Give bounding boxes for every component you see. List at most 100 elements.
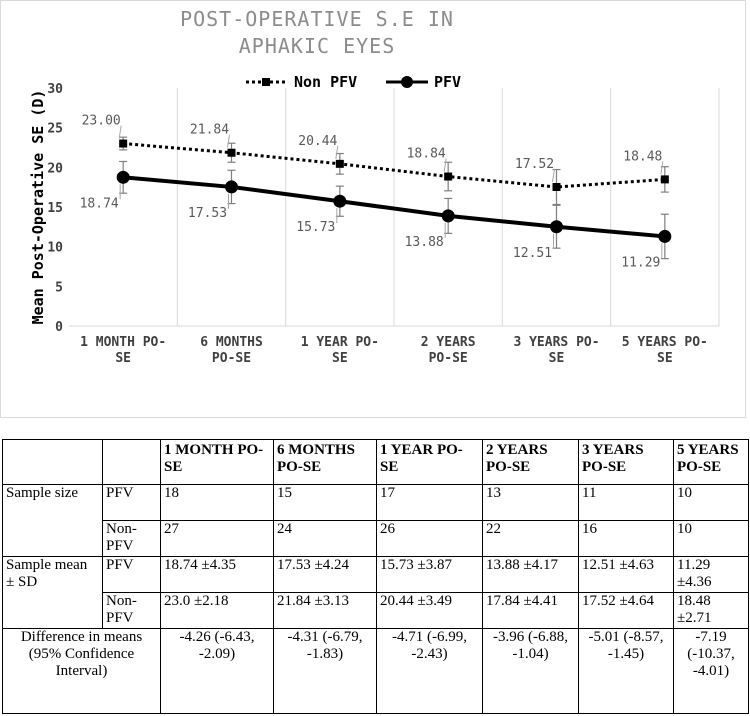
data-point-pfv <box>225 180 238 194</box>
series-line-pfv <box>122 175 666 239</box>
table-cell: 18.74 ±4.35 <box>160 556 274 593</box>
header-cell: 1 YEAR PO-SE <box>376 439 483 485</box>
table-header-row: 1 MONTH PO-SE 6 MONTHS PO-SE 1 YEAR PO-S… <box>2 439 749 485</box>
y-tick-label: 25 <box>47 122 63 137</box>
sample-size-label: Sample size <box>2 484 103 557</box>
table-cell: 10 <box>673 484 749 521</box>
chart-title-line: POST-OPERATIVE S.E IN <box>180 7 454 31</box>
table-cell: 15 <box>273 484 377 521</box>
chart-title-line: APHAKIC EYES <box>239 34 396 58</box>
group-label-pfv: PFV <box>102 484 161 521</box>
x-tick-label: PO-SE <box>429 351 468 366</box>
data-point-nonpfv <box>335 159 344 168</box>
data-label-nonpfv: 21.84 <box>190 123 229 138</box>
data-label-pfv: 18.74 <box>80 196 119 211</box>
table-row: Sample mean ± SD PFV 18.74 ±4.35 17.53 ±… <box>2 556 749 629</box>
table-cell: 12.51 ±4.63 <box>578 556 674 593</box>
table-cell: 20.44 ±3.49 <box>376 592 483 629</box>
chart-area: POST-OPERATIVE S.E IN APHAKIC EYES 0 5 10 15 2… <box>0 0 746 418</box>
series-line-nonpfv <box>123 142 665 189</box>
y-tick-label: 30 <box>47 82 63 97</box>
table-cell: 27 <box>160 520 274 557</box>
data-point-pfv <box>550 220 563 234</box>
x-tick-label: 1 YEAR PO- <box>301 335 379 350</box>
table-cell: -4.31 (-6.79, -1.83) <box>273 628 377 714</box>
y-tick-label: 0 <box>55 320 63 335</box>
data-label-nonpfv: 23.00 <box>82 114 121 129</box>
x-tick-label: SE <box>549 351 565 366</box>
label-leader <box>552 168 555 183</box>
table-cell: -4.26 (-6.43, -2.09) <box>160 628 274 714</box>
x-tick-label: 2 YEARS <box>421 335 476 350</box>
difference-label: Difference in means (95% Confidence Inte… <box>2 628 161 714</box>
table-cell: 17.84 ±4.41 <box>482 592 579 629</box>
table-cell: 15.73 ±3.87 <box>376 556 483 593</box>
data-point-nonpfv <box>552 183 561 192</box>
group-label-pfv: PFV <box>102 556 161 593</box>
data-label-nonpfv: 18.84 <box>407 147 446 162</box>
data-point-nonpfv <box>660 175 669 184</box>
data-point-nonpfv <box>444 172 453 181</box>
data-label-pfv: 17.53 <box>188 206 227 221</box>
label-leader <box>335 145 339 159</box>
group-label-nonpfv: Non-PFV <box>102 592 161 629</box>
data-point-pfv <box>333 194 347 208</box>
x-tick-label: 1 MONTH PO- <box>80 335 166 350</box>
sample-mean-label: Sample mean ± SD <box>2 556 103 629</box>
data-point-pfv <box>658 229 672 243</box>
label-leader <box>443 158 447 172</box>
table-cell: 13.88 ±4.17 <box>482 556 579 593</box>
data-label-pfv: 11.29 <box>621 255 660 270</box>
legend-label-nonpfv: Non PFV <box>294 73 357 91</box>
label-leader <box>227 134 230 148</box>
table-cell: 23.0 ±2.18 <box>160 592 274 629</box>
table-cell: 13 <box>482 484 579 521</box>
data-point-pfv <box>116 170 130 184</box>
data-label-nonpfv: 17.52 <box>515 157 554 172</box>
data-point-pfv <box>441 209 455 223</box>
legend-marker-nonpfv <box>262 78 270 86</box>
data-point-nonpfv <box>227 148 236 157</box>
table-cell: 17.53 ±4.24 <box>273 556 377 593</box>
table-cell: -4.71 (-6.99, -2.43) <box>376 628 483 714</box>
data-label-nonpfv: 20.44 <box>298 134 337 149</box>
table-cell: 10 <box>673 520 749 557</box>
table-cell: 22 <box>482 520 579 557</box>
y-tick-label: 15 <box>47 201 63 216</box>
header-cell: 5 YEARS PO-SE <box>673 439 749 485</box>
y-tick-label: 10 <box>47 241 63 256</box>
table-row: Difference in means (95% Confidence Inte… <box>2 628 749 714</box>
table-cell: -3.96 (-6.88, -1.04) <box>482 628 579 714</box>
x-tick-label: SE <box>332 351 348 366</box>
x-tick-label: PO-SE <box>212 351 251 366</box>
header-cell: 1 MONTH PO-SE <box>160 439 274 485</box>
data-label-pfv: 15.73 <box>296 220 335 235</box>
table-row: Sample size PFV 18 15 17 13 11 10 <box>2 484 749 557</box>
legend-marker-pfv <box>401 76 413 88</box>
header-cell <box>2 439 103 485</box>
header-cell: 3 YEARS PO-SE <box>578 439 674 485</box>
table-cell: -5.01 (-8.57, -1.45) <box>578 628 674 714</box>
header-cell: 2 YEARS PO-SE <box>482 439 579 485</box>
y-tick-label: 5 <box>55 280 63 295</box>
table-cell: 11 <box>578 484 674 521</box>
table-cell: 17 <box>376 484 483 521</box>
table-row: Non-PFV 27 24 26 22 16 10 <box>3 520 749 557</box>
data-point-nonpfv <box>119 139 128 148</box>
y-tick-label: 20 <box>47 161 63 176</box>
x-tick-label: 3 YEARS PO- <box>513 335 599 350</box>
table-cell: 18.48 ±2.71 <box>673 592 749 629</box>
data-label-pfv: 13.88 <box>405 235 444 250</box>
label-leader <box>660 161 664 175</box>
data-label-pfv: 12.51 <box>513 246 552 261</box>
x-tick-label: 6 MONTHS <box>200 335 263 350</box>
table-row: Non-PFV 23.0 ±2.18 21.84 ±3.13 20.44 ±3.… <box>3 592 749 629</box>
table-cell: -7.19 (-10.37, -4.01) <box>673 628 749 714</box>
table-cell: 24 <box>273 520 377 557</box>
group-label-nonpfv: Non-PFV <box>102 520 161 557</box>
line-chart: POST-OPERATIVE S.E IN APHAKIC EYES 0 5 10 15 2… <box>29 7 720 366</box>
table-cell: 18 <box>160 484 274 521</box>
x-tick-label: SE <box>115 351 131 366</box>
data-label-nonpfv: 18.48 <box>623 149 662 164</box>
statistics-table: 1 MONTH PO-SE 6 MONTHS PO-SE 1 YEAR PO-S… <box>2 439 749 714</box>
